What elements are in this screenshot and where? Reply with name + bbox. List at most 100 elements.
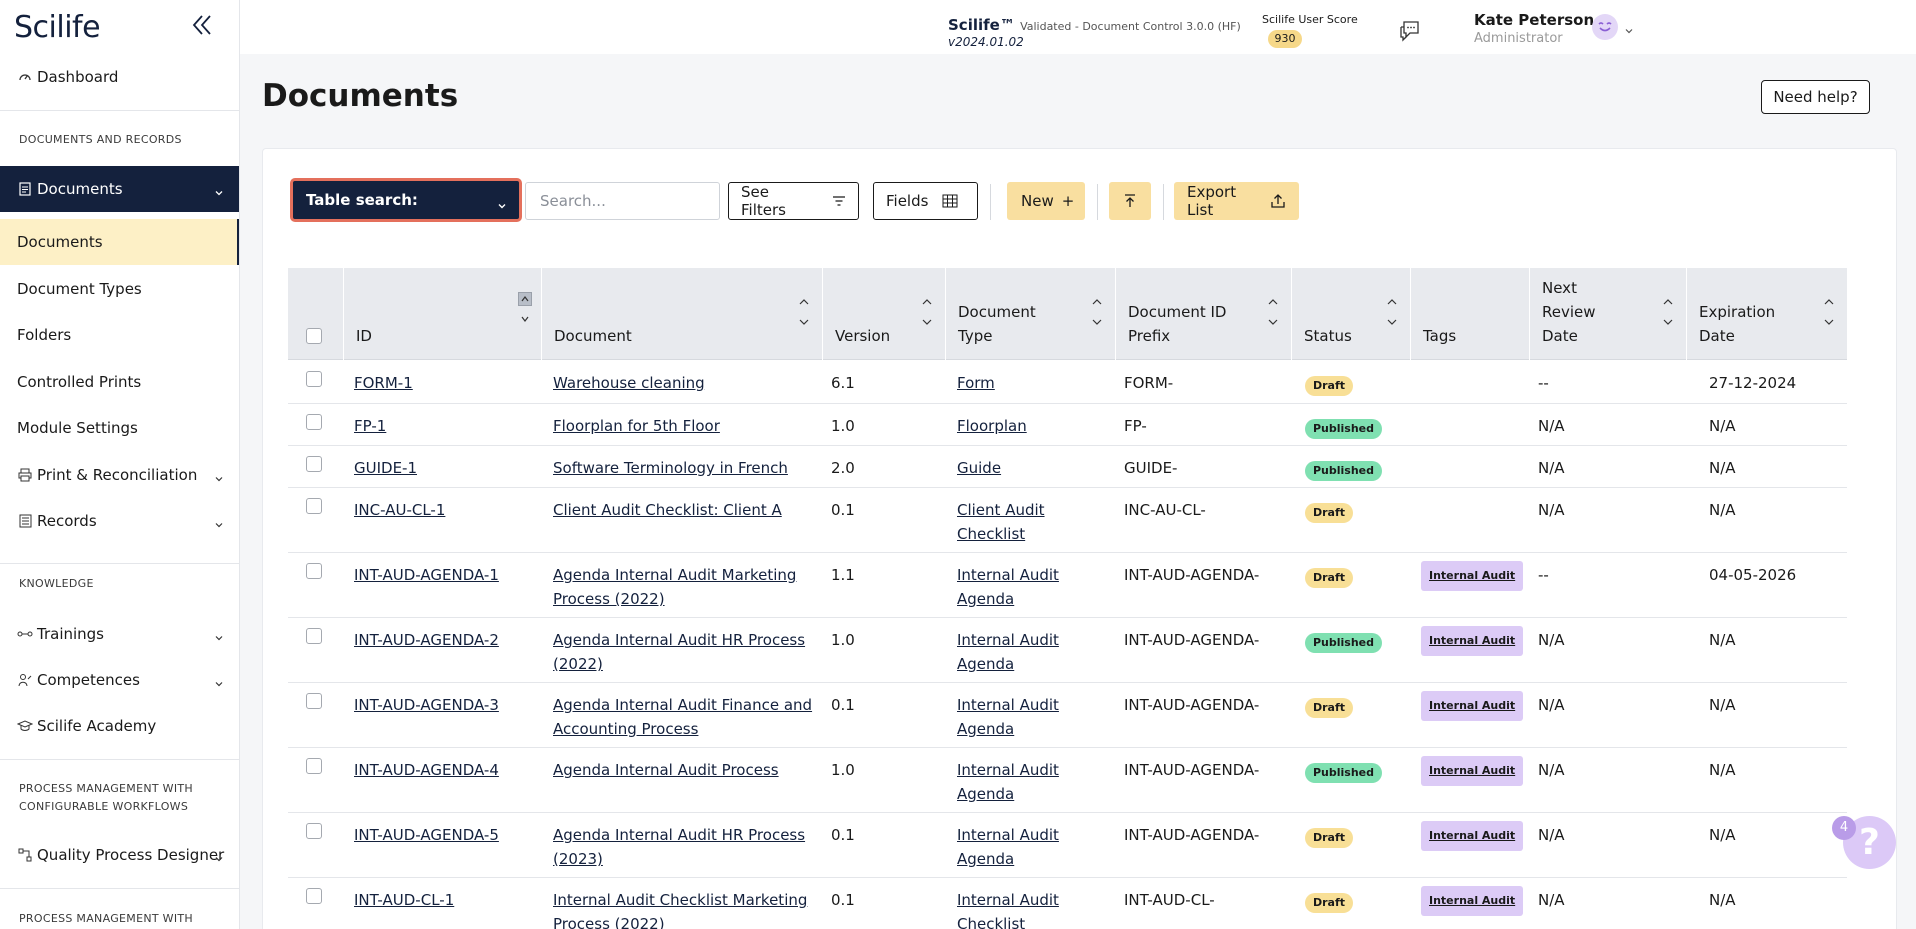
- cell-id[interactable]: FORM-1: [354, 371, 413, 395]
- row-checkbox[interactable]: [306, 628, 322, 644]
- row-checkbox[interactable]: [306, 693, 322, 709]
- table-search-select[interactable]: Table search:: [290, 178, 522, 222]
- cell-document-type[interactable]: Floorplan: [957, 414, 1027, 438]
- sidebar-item-trainings[interactable]: Trainings: [0, 611, 239, 657]
- need-help-button[interactable]: Need help?: [1761, 80, 1870, 114]
- cell-document-type[interactable]: Guide: [957, 456, 1001, 480]
- row-select-cell[interactable]: [306, 370, 322, 394]
- document-id-link[interactable]: INT-AUD-AGENDA-4: [354, 761, 499, 779]
- row-checkbox[interactable]: [306, 758, 322, 774]
- document-title-link-line[interactable]: Floorplan for 5th Floor: [553, 417, 720, 435]
- cell-id[interactable]: INT-AUD-AGENDA-2: [354, 628, 499, 652]
- document-title-link[interactable]: Agenda Internal Audit HR Process (2022): [553, 631, 805, 673]
- document-type-link-line[interactable]: Internal Audit: [957, 631, 1059, 649]
- row-checkbox[interactable]: [306, 888, 322, 904]
- document-id-link[interactable]: INT-AUD-AGENDA-1: [354, 566, 499, 584]
- document-title-link-line[interactable]: Agenda Internal Audit Finance and: [553, 696, 813, 714]
- document-type-link-line[interactable]: Internal Audit: [957, 891, 1059, 909]
- collapse-sidebar-icon[interactable]: [190, 12, 214, 38]
- document-type-link[interactable]: Internal Audit Agenda: [957, 826, 1059, 868]
- table-row[interactable]: FORM-1 Warehouse cleaning 6.1 Form FORM- Draf…: [288, 361, 1847, 404]
- sidebar-sub-module-settings[interactable]: Module Settings: [0, 405, 239, 451]
- document-type-link-line[interactable]: Floorplan: [957, 417, 1027, 435]
- document-type-link-line[interactable]: Internal Audit: [957, 761, 1059, 779]
- cell-id[interactable]: INT-AUD-AGENDA-5: [354, 823, 499, 847]
- document-title-link[interactable]: Agenda Internal Audit Process: [553, 761, 779, 779]
- cell-document[interactable]: Internal Audit Checklist Marketing Proces…: [553, 888, 807, 929]
- cell-document-type[interactable]: Internal Audit Agenda: [957, 693, 1059, 741]
- search-input[interactable]: [525, 182, 720, 220]
- document-id-link[interactable]: INC-AU-CL-1: [354, 501, 446, 519]
- table-row[interactable]: FP-1 Floorplan for 5th Floor 1.0 Floorplan F…: [288, 404, 1847, 446]
- document-type-link-line[interactable]: Internal Audit: [957, 696, 1059, 714]
- document-type-link-line[interactable]: Internal Audit: [957, 566, 1059, 584]
- fields-button[interactable]: Fields: [873, 182, 978, 220]
- document-title-link[interactable]: Agenda Internal Audit Marketing Process (…: [553, 566, 796, 608]
- sort-icon[interactable]: [518, 292, 532, 322]
- cell-document[interactable]: Software Terminology in French: [553, 456, 788, 480]
- document-title-link-line[interactable]: Process (2022): [553, 915, 665, 929]
- table-row[interactable]: INT-AUD-AGENDA-1 Agenda Internal Audit Ma…: [288, 553, 1847, 618]
- cell-document[interactable]: Warehouse cleaning: [553, 371, 705, 395]
- document-type-link[interactable]: Internal Audit Checklist: [957, 891, 1059, 929]
- document-title-link-line[interactable]: (2023): [553, 850, 603, 868]
- document-title-link[interactable]: Internal Audit Checklist Marketing Proces…: [553, 891, 807, 929]
- document-type-link-line[interactable]: Checklist: [957, 915, 1026, 929]
- cell-document[interactable]: Client Audit Checklist: Client A: [553, 498, 782, 522]
- chevron-down-icon[interactable]: [1624, 21, 1634, 34]
- document-type-link-line[interactable]: Client Audit: [957, 501, 1045, 519]
- column-id[interactable]: ID: [344, 268, 542, 360]
- cell-document-type[interactable]: Form: [957, 371, 995, 395]
- tag-chip[interactable]: Internal Audit: [1421, 691, 1524, 721]
- tag-chip[interactable]: Internal Audit: [1421, 561, 1524, 591]
- document-type-link[interactable]: Internal Audit Agenda: [957, 631, 1059, 673]
- upload-button[interactable]: [1109, 182, 1151, 220]
- cell-tags[interactable]: Internal Audit: [1421, 626, 1524, 656]
- document-id-link[interactable]: FP-1: [354, 417, 387, 435]
- tag-chip[interactable]: Internal Audit: [1421, 886, 1524, 916]
- chat-icon[interactable]: [1398, 20, 1422, 42]
- document-type-link-line[interactable]: Internal Audit: [957, 826, 1059, 844]
- row-checkbox[interactable]: [306, 456, 322, 472]
- row-checkbox[interactable]: [306, 498, 322, 514]
- row-checkbox[interactable]: [306, 414, 322, 430]
- table-row[interactable]: GUIDE-1 Software Terminology in French 2.0…: [288, 446, 1847, 488]
- table-row[interactable]: INT-AUD-AGENDA-4 Agenda Internal Audit Pr…: [288, 748, 1847, 813]
- sort-icon[interactable]: [1386, 298, 1398, 328]
- row-select-cell[interactable]: [306, 413, 322, 437]
- sort-icon[interactable]: [798, 298, 810, 328]
- document-title-link-line[interactable]: Warehouse cleaning: [553, 374, 705, 392]
- document-title-link[interactable]: Warehouse cleaning: [553, 374, 705, 392]
- document-title-link[interactable]: Agenda Internal Audit Finance and Account…: [553, 696, 812, 738]
- row-checkbox[interactable]: [306, 371, 322, 387]
- cell-id[interactable]: INT-AUD-AGENDA-1: [354, 563, 499, 587]
- row-select-cell[interactable]: [306, 455, 322, 479]
- cell-document[interactable]: Agenda Internal Audit HR Process (2023): [553, 823, 805, 871]
- tag-chip[interactable]: Internal Audit: [1421, 821, 1524, 851]
- sort-icon[interactable]: [1091, 298, 1103, 328]
- cell-document-type[interactable]: Client Audit Checklist: [957, 498, 1045, 546]
- document-type-link-line[interactable]: Agenda: [957, 590, 1015, 608]
- cell-document[interactable]: Agenda Internal Audit HR Process (2022): [553, 628, 805, 676]
- sidebar-group-documents[interactable]: Documents: [0, 166, 239, 212]
- document-type-link[interactable]: Client Audit Checklist: [957, 501, 1045, 543]
- sort-icon[interactable]: [1823, 298, 1835, 328]
- scilife-logo[interactable]: Scilife: [14, 10, 101, 45]
- document-id-link[interactable]: FORM-1: [354, 374, 413, 392]
- cell-document-type[interactable]: Internal Audit Agenda: [957, 823, 1059, 871]
- document-title-link-line[interactable]: Agenda Internal Audit HR Process: [553, 631, 806, 649]
- sidebar-item-dashboard[interactable]: Dashboard: [0, 54, 239, 100]
- column-status[interactable]: Status: [1292, 268, 1411, 360]
- cell-document-type[interactable]: Internal Audit Agenda: [957, 563, 1059, 611]
- document-title-link-line[interactable]: Software Terminology in French: [553, 459, 788, 477]
- document-id-link[interactable]: INT-AUD-AGENDA-2: [354, 631, 499, 649]
- sidebar-item-records[interactable]: Records: [0, 498, 239, 544]
- document-type-link-line[interactable]: Checklist: [957, 525, 1026, 543]
- document-type-link[interactable]: Internal Audit Agenda: [957, 696, 1059, 738]
- cell-id[interactable]: INT-AUD-CL-1: [354, 888, 454, 912]
- column-version[interactable]: Version: [823, 268, 946, 360]
- document-title-link[interactable]: Client Audit Checklist: Client A: [553, 501, 782, 519]
- row-checkbox[interactable]: [306, 563, 322, 579]
- sort-icon[interactable]: [1267, 298, 1279, 328]
- document-title-link-line[interactable]: Accounting Process: [553, 720, 699, 738]
